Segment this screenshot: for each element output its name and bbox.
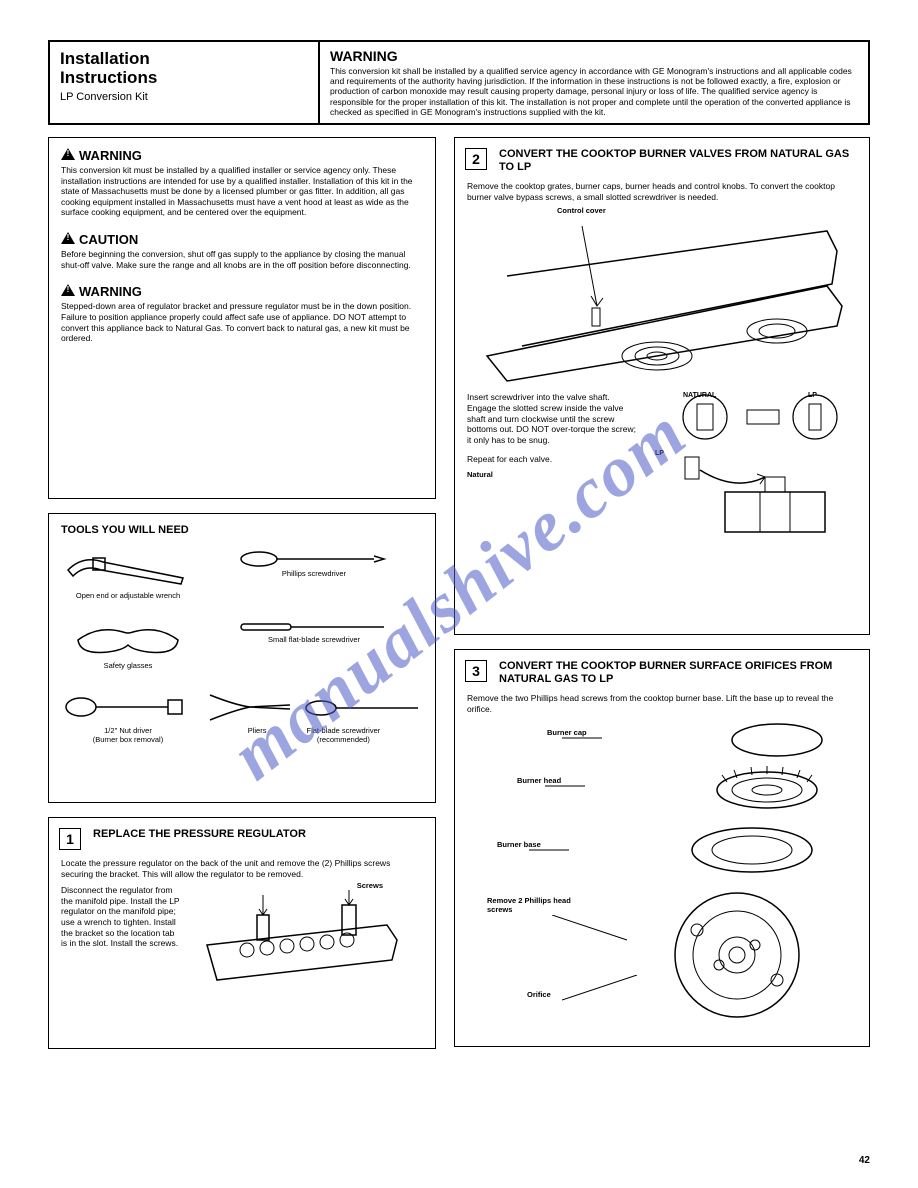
tool-glasses: Safety glasses: [61, 620, 195, 670]
step2-lp: LP: [655, 450, 664, 457]
step3-p1: Remove the two Phillips head screws from…: [467, 693, 857, 714]
warning-cell: WARNING This conversion kit shall be ins…: [320, 42, 868, 123]
step2-number: 2: [465, 148, 487, 170]
step2-lptop: LP: [808, 392, 817, 399]
title-cell: Installation Instructions LP Conversion …: [50, 42, 320, 123]
tool-nutdriver: 1/2" Nut driver(Burner box removal): [61, 690, 195, 744]
phillips-screwdriver-icon: [239, 550, 389, 568]
tool-nutdriver-label: 1/2" Nut driver(Burner box removal): [93, 727, 163, 744]
safety-w1-h: WARNING: [79, 148, 142, 163]
burner-exploded-diagram: [627, 720, 847, 880]
step1-number: 1: [59, 828, 81, 850]
tool-small-flat-label: Small flat-blade screwdriver: [268, 636, 360, 644]
regulator-bracket-diagram: [187, 885, 417, 995]
step2-box: 2 CONVERT THE COOKTOP BURNER VALVES FROM…: [454, 137, 870, 635]
warning-triangle-icon: [61, 232, 75, 244]
tool-phillips-label: Phillips screwdriver: [282, 570, 346, 578]
step3-orifice-label: Orifice: [527, 990, 551, 999]
step2-p1: Remove the cooktop grates, burner caps, …: [467, 181, 857, 202]
title-l2: Instructions: [60, 69, 308, 88]
step2-p2: Insert screwdriver into the valve shaft.…: [467, 392, 637, 445]
flat-screwdriver-icon: [303, 699, 423, 717]
safety-w3-p: Stepped-down area of regulator bracket a…: [61, 301, 423, 344]
step1-box: 1 REPLACE THE PRESSURE REGULATOR Locate …: [48, 817, 436, 1049]
valve-conversion-diagram: [645, 392, 845, 542]
step2-nattop: NATURAL: [683, 392, 716, 399]
step3-number: 3: [465, 660, 487, 682]
step1-title: REPLACE THE PRESSURE REGULATOR: [93, 828, 423, 850]
warn-head: WARNING: [330, 48, 398, 64]
step1-p2: Disconnect the regulator from the manifo…: [61, 885, 181, 949]
step2-title: CONVERT THE COOKTOP BURNER VALVES FROM N…: [499, 148, 857, 173]
subtitle: LP Conversion Kit: [60, 91, 308, 103]
step2-nat-label: Natural: [467, 470, 637, 479]
step3-title: CONVERT THE COOKTOP BURNER SURFACE ORIFI…: [499, 660, 857, 685]
safety-w1-p: This conversion kit must be installed by…: [61, 165, 423, 218]
header-row: Installation Instructions LP Conversion …: [48, 40, 870, 125]
step2-ctrl-label: Control cover: [557, 206, 606, 215]
tools-box: TOOLS YOU WILL NEED Open end or adjustab…: [48, 513, 436, 803]
tool-glasses-label: Safety glasses: [104, 662, 153, 670]
tool-wrench: Open end or adjustable wrench: [61, 550, 195, 600]
burner-topview-diagram: [647, 890, 827, 1030]
safety-w2-p: Before beginning the conversion, shut of…: [61, 249, 423, 270]
tool-wrench-label: Open end or adjustable wrench: [76, 592, 180, 600]
title-l1: Installation: [60, 50, 308, 69]
warn-text: This conversion kit shall be installed b…: [330, 66, 858, 117]
step2-p3: Repeat for each valve.: [467, 454, 637, 465]
tool-phillips: Phillips screwdriver: [205, 550, 423, 600]
wrench-icon: [63, 550, 193, 590]
step1-screws-label: Screws: [357, 881, 383, 890]
step3-remove-label: Remove 2 Phillips head screws: [487, 896, 587, 914]
tool-small-flat: Small flat-blade screwdriver: [205, 620, 423, 670]
warning-triangle-icon: [61, 284, 75, 296]
step1-p1: Locate the pressure regulator on the bac…: [61, 858, 423, 879]
cooktop-perspective-diagram: [467, 216, 847, 386]
page-number: 42: [859, 1155, 870, 1166]
tools-heading: TOOLS YOU WILL NEED: [61, 524, 423, 536]
safety-w2-h: CAUTION: [79, 232, 138, 247]
tool-pliers-flat: Pliers Flat-blade screwdriver(recommended…: [205, 690, 423, 744]
tool-pliers-label: Pliers: [248, 727, 267, 744]
safety-w3-h: WARNING: [79, 284, 142, 299]
step3-box: 3 CONVERT THE COOKTOP BURNER SURFACE ORI…: [454, 649, 870, 1047]
tool-flat-label: Flat-blade screwdriver(recommended): [306, 727, 380, 744]
pliers-icon: [205, 690, 295, 725]
safety-box: WARNING This conversion kit must be inst…: [48, 137, 436, 499]
warning-triangle-icon: [61, 148, 75, 160]
safety-glasses-icon: [68, 620, 188, 660]
nut-driver-icon: [63, 690, 193, 725]
small-screwdriver-icon: [239, 620, 389, 634]
